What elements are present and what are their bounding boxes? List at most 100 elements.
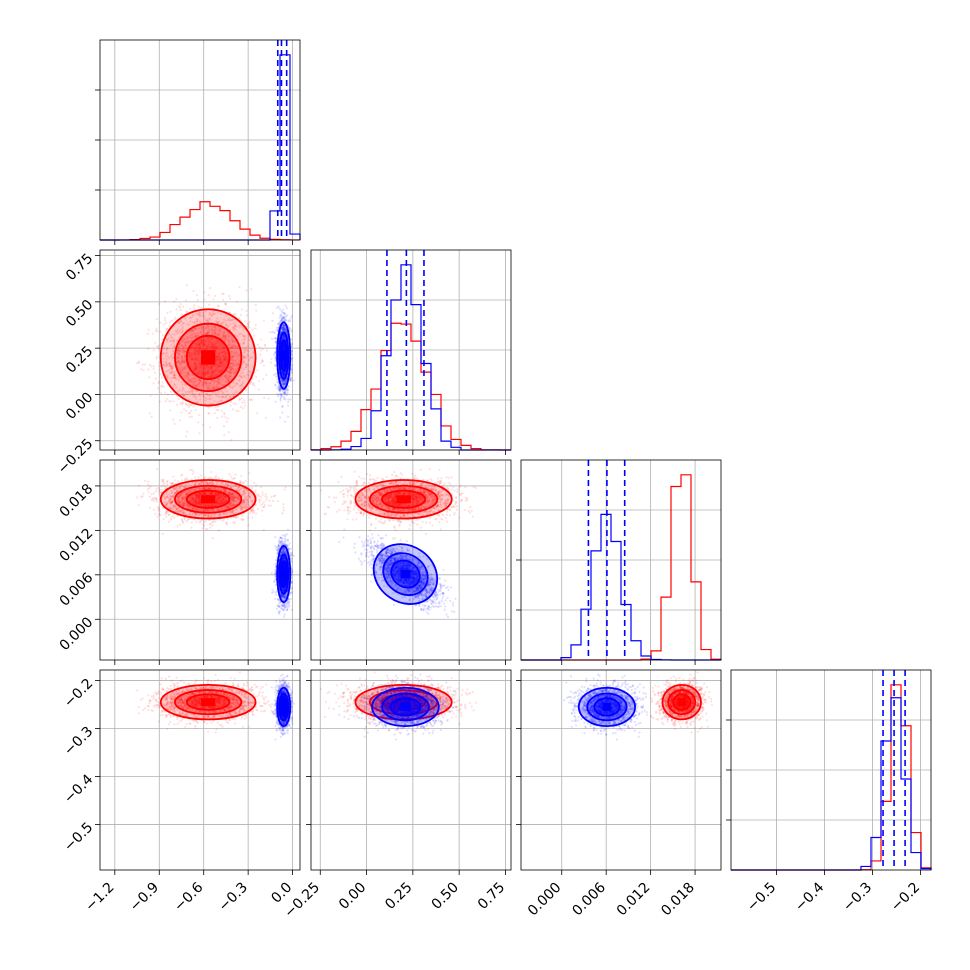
scatter-point <box>220 366 223 369</box>
scatter-point <box>262 364 265 367</box>
scatter-point <box>275 329 278 332</box>
scatter-point <box>185 284 189 287</box>
scatter-point <box>284 391 287 394</box>
scatter-point <box>221 298 225 301</box>
scatter-point <box>255 309 258 312</box>
scatter-point <box>164 399 167 403</box>
scatter-point <box>256 369 259 372</box>
scatter-point <box>188 307 192 310</box>
scatter-point <box>185 520 188 523</box>
scatter-point <box>250 288 253 291</box>
scatter-point <box>276 306 279 309</box>
scatter-point <box>193 369 196 372</box>
scatter-point <box>274 384 277 387</box>
panel-background <box>100 250 300 450</box>
scatter-point <box>211 364 214 367</box>
scatter-point <box>286 404 290 407</box>
scatter-point <box>221 331 224 334</box>
scatter-point <box>162 323 165 326</box>
scatter-point <box>154 496 157 500</box>
scatter-point <box>170 400 173 403</box>
scatter-point <box>224 356 227 359</box>
scatter-point <box>182 394 185 398</box>
scatter-point <box>160 376 164 379</box>
scatter-point <box>247 524 250 527</box>
scatter-point <box>181 473 184 476</box>
scatter-point <box>277 322 281 325</box>
scatter-point <box>139 367 143 371</box>
scatter-point <box>148 495 151 498</box>
scatter-point <box>207 338 210 341</box>
y-tick-label: 0.50 <box>63 297 96 330</box>
scatter-point <box>211 371 214 374</box>
scatter-point <box>198 385 201 388</box>
scatter-point <box>239 313 242 317</box>
scatter-point <box>154 512 157 516</box>
scatter-point <box>177 398 180 401</box>
scatter-point <box>219 382 222 385</box>
scatter-point <box>156 515 159 518</box>
scatter-point <box>218 381 221 384</box>
scatter-point <box>177 305 181 308</box>
scatter-point <box>290 315 293 318</box>
scatter-point <box>179 402 182 405</box>
scatter-point <box>136 362 139 365</box>
scatter-point <box>229 404 232 407</box>
panel-1-1 <box>306 249 512 455</box>
scatter-point <box>189 352 193 355</box>
scatter-point <box>281 405 284 408</box>
scatter-point <box>188 411 192 414</box>
scatter-point <box>264 416 267 420</box>
scatter-point <box>283 396 286 399</box>
scatter-point <box>265 373 268 376</box>
scatter-point <box>191 330 194 333</box>
scatter-point <box>166 311 169 315</box>
scatter-point <box>146 332 149 335</box>
scatter-point <box>150 415 153 418</box>
scatter-point <box>231 408 235 411</box>
scatter-point <box>195 294 199 297</box>
scatter-point <box>213 412 216 415</box>
scatter-point <box>282 316 285 319</box>
scatter-point <box>211 342 214 346</box>
scatter-point <box>164 319 167 322</box>
scatter-point <box>283 420 287 423</box>
scatter-point <box>270 357 273 361</box>
panel-0-0 <box>95 39 301 245</box>
scatter-point <box>248 320 251 324</box>
scatter-point <box>279 416 282 419</box>
scatter-point <box>245 314 248 317</box>
scatter-point <box>194 408 197 412</box>
scatter-point <box>248 326 251 329</box>
scatter-point <box>274 356 277 360</box>
scatter-point <box>207 412 210 415</box>
scatter-point <box>158 488 161 492</box>
scatter-point <box>212 379 215 382</box>
scatter-point <box>222 364 225 367</box>
scatter-point <box>191 346 194 349</box>
scatter-point <box>285 306 288 310</box>
scatter-point <box>154 341 157 344</box>
scatter-point <box>265 498 268 501</box>
scatter-point <box>209 526 212 529</box>
scatter-point <box>168 400 171 403</box>
scatter-point <box>252 382 255 385</box>
scatter-point <box>137 360 140 363</box>
scatter-point <box>240 308 243 311</box>
scatter-point <box>289 320 292 323</box>
scatter-point <box>224 346 227 349</box>
scatter-point <box>235 409 238 412</box>
scatter-point <box>175 308 178 311</box>
scatter-point <box>286 314 289 317</box>
scatter-point <box>237 410 240 413</box>
scatter-point <box>205 364 209 367</box>
scatter-point <box>167 337 170 340</box>
scatter-point <box>202 311 205 315</box>
scatter-point <box>243 401 246 404</box>
scatter-point <box>247 322 250 325</box>
scatter-point <box>217 391 220 394</box>
scatter-point <box>180 403 183 406</box>
scatter-point <box>173 300 176 303</box>
scatter-point <box>174 479 177 482</box>
scatter-point <box>240 474 243 477</box>
